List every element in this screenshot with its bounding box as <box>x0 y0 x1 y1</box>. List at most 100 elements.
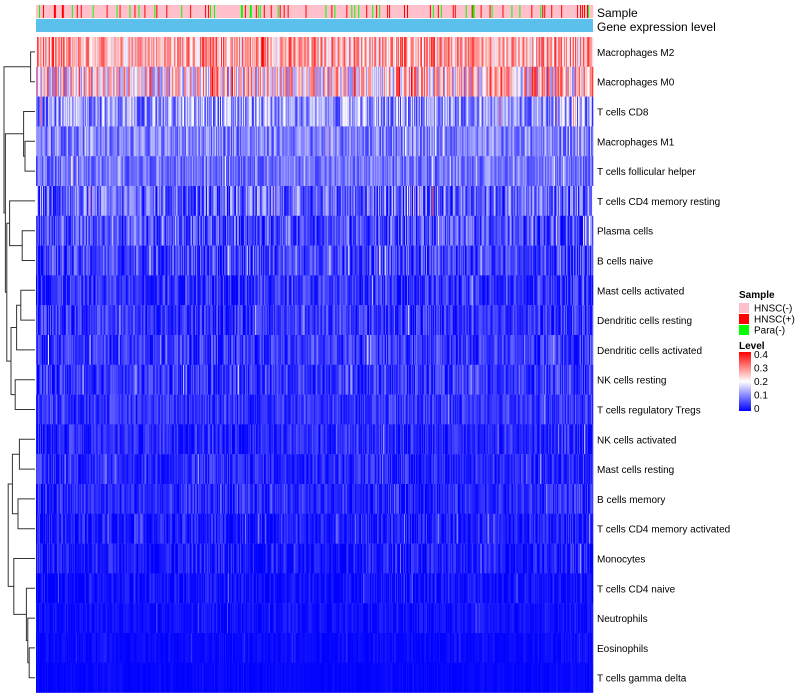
sample-cell <box>257 5 260 18</box>
heatmap-cell <box>99 156 101 187</box>
heatmap-cell <box>523 156 525 187</box>
heatmap-cell <box>336 215 338 246</box>
heatmap-cell <box>211 245 213 276</box>
heatmap-cell <box>420 37 423 67</box>
heatmap-cell <box>439 156 442 187</box>
heatmap-cell <box>253 215 256 246</box>
heatmap-cell <box>75 215 78 246</box>
heatmap-cell <box>93 156 95 187</box>
heatmap-cell <box>462 66 464 97</box>
heatmap-cell <box>241 215 244 246</box>
heatmap-cell <box>305 37 307 67</box>
heatmap-cell <box>368 215 370 246</box>
sample-cell <box>49 5 52 18</box>
heatmap-cell <box>563 66 565 97</box>
heatmap-cell <box>538 156 540 187</box>
heatmap-cell <box>304 186 306 216</box>
heatmap-cell <box>468 186 470 216</box>
heatmap-cell <box>420 156 423 187</box>
heatmap-cell <box>552 126 554 157</box>
heatmap-cell <box>360 96 362 127</box>
heatmap-cell <box>252 245 255 276</box>
heatmap-cell <box>67 215 70 246</box>
heatmap-cell <box>108 126 110 157</box>
heatmap-cell <box>326 126 328 157</box>
heatmap-cell <box>247 156 250 187</box>
sample-cell <box>289 5 291 18</box>
heatmap-cell <box>236 156 239 187</box>
heatmap-cell <box>54 126 57 157</box>
heatmap-cell <box>237 96 240 127</box>
heatmap-cell <box>486 186 488 216</box>
heatmap-cell <box>88 186 91 216</box>
heatmap-cell <box>511 37 513 67</box>
heatmap-cell <box>360 186 362 216</box>
heatmap-cell <box>317 215 319 246</box>
heatmap-cell <box>312 186 314 216</box>
heatmap-cell <box>520 66 522 97</box>
heatmap-cell <box>589 215 591 246</box>
heatmap-cell <box>182 126 184 157</box>
heatmap-cell <box>414 186 417 216</box>
heatmap-cell <box>567 66 569 97</box>
sample-cell <box>288 5 290 18</box>
sample-cell <box>428 5 431 18</box>
heatmap-cell <box>344 66 346 97</box>
heatmap-cell <box>329 37 331 67</box>
heatmap-cell <box>400 66 402 97</box>
heatmap-cell <box>335 126 337 157</box>
heatmap-cell <box>235 215 238 246</box>
dendrogram-link <box>20 289 35 321</box>
heatmap-cell <box>272 37 275 67</box>
heatmap-cell <box>64 245 67 276</box>
sample-cell <box>520 5 522 18</box>
sample-cell <box>440 5 443 18</box>
sample-cell <box>519 5 521 18</box>
heatmap-cell <box>360 37 362 67</box>
heatmap-cell <box>365 37 367 67</box>
heatmap-cell <box>501 186 503 216</box>
heatmap-cell <box>333 66 335 97</box>
heatmap-cell <box>457 186 460 216</box>
heatmap-cell <box>60 126 63 157</box>
heatmap-cell <box>149 245 151 276</box>
heatmap-cell <box>46 96 49 127</box>
heatmap-cell <box>126 66 128 97</box>
heatmap-cell <box>231 156 234 187</box>
heatmap-cell <box>202 245 204 276</box>
sample-cell <box>141 5 143 18</box>
heatmap-cell <box>45 37 48 67</box>
heatmap-cell <box>222 156 224 187</box>
heatmap-cell <box>474 96 476 127</box>
heatmap-cell <box>550 37 552 67</box>
heatmap-cell <box>107 215 109 246</box>
heatmap-cell <box>65 126 68 157</box>
heatmap-cell <box>162 186 164 216</box>
heatmap-cell <box>414 126 417 157</box>
heatmap-cell <box>391 96 393 127</box>
heatmap-cell <box>249 66 252 97</box>
heatmap-cell <box>237 186 240 216</box>
heatmap-cell <box>455 37 458 67</box>
heatmap-cell <box>184 186 186 216</box>
heatmap-cell <box>548 96 550 127</box>
sample-cell <box>62 5 65 18</box>
heatmap-cell <box>162 245 164 276</box>
heatmap-cell <box>488 126 490 157</box>
heatmap-cell <box>576 186 578 216</box>
heatmap-cell <box>224 126 227 157</box>
heatmap-cell <box>542 37 544 67</box>
heatmap-cell <box>132 156 134 187</box>
heatmap-cell <box>506 245 508 276</box>
heatmap-cell <box>154 186 156 216</box>
heatmap-cell <box>100 156 102 187</box>
heatmap-cell <box>172 37 174 67</box>
heatmap-cell <box>243 156 246 187</box>
heatmap-cell <box>254 96 257 127</box>
heatmap-cell <box>159 96 161 127</box>
heatmap-cell <box>515 215 517 246</box>
sample-cell <box>406 5 408 18</box>
heatmap-cell <box>252 66 255 97</box>
heatmap-cell <box>512 66 514 97</box>
heatmap-cell <box>460 156 462 187</box>
